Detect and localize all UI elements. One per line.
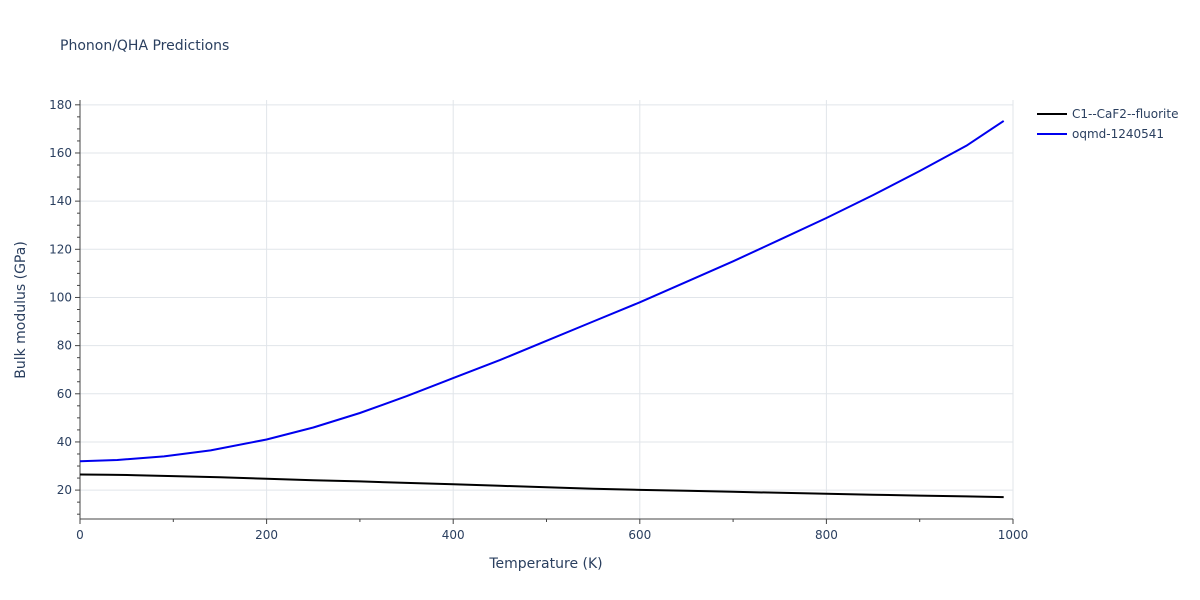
legend-item[interactable]: oqmd-1240541 xyxy=(1037,127,1164,141)
legend-label: oqmd-1240541 xyxy=(1072,127,1164,141)
x-tick-label: 1000 xyxy=(998,528,1029,542)
y-tick-label: 80 xyxy=(57,339,72,353)
y-tick-label: 160 xyxy=(49,146,72,160)
chart-title: Phonon/QHA Predictions xyxy=(60,38,229,54)
series-line xyxy=(79,120,1005,463)
legend-label: C1--CaF2--fluorite xyxy=(1072,107,1178,121)
x-tick-label: 200 xyxy=(255,528,278,542)
series-group xyxy=(79,120,1005,499)
x-tick-label: 600 xyxy=(628,528,651,542)
x-tick-label: 400 xyxy=(442,528,465,542)
axes: 0 200 400 600 800 1000 20 40 60 80 100 120 140 160 180 xyxy=(49,98,1028,542)
x-tick-label: 800 xyxy=(815,528,838,542)
y-tick-label: 180 xyxy=(49,98,72,112)
series-line xyxy=(79,473,1004,499)
y-tick-label: 140 xyxy=(49,194,72,208)
y-tick-label: 40 xyxy=(57,435,72,449)
x-axis-title: Temperature (K) xyxy=(488,556,602,572)
x-tick-label: 0 xyxy=(76,528,84,542)
y-tick-label: 20 xyxy=(57,483,72,497)
grid xyxy=(80,100,1014,519)
legend-item[interactable]: C1--CaF2--fluorite xyxy=(1037,107,1178,121)
y-axis-title: Bulk modulus (GPa) xyxy=(13,241,29,379)
legend[interactable]: C1--CaF2--fluorite oqmd-1240541 xyxy=(1037,107,1178,141)
y-tick-label: 60 xyxy=(57,387,72,401)
y-tick-label: 100 xyxy=(49,290,72,304)
y-tick-label: 120 xyxy=(49,242,72,256)
